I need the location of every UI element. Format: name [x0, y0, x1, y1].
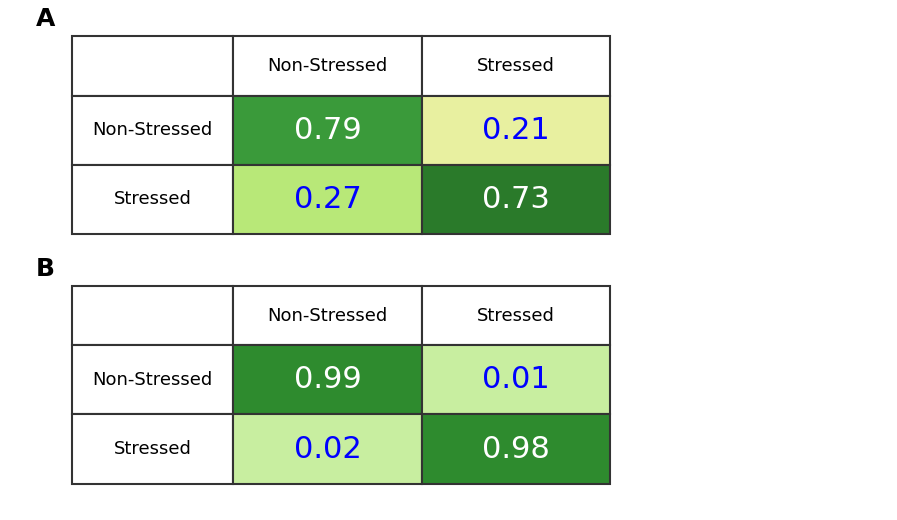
Text: 0.99: 0.99	[293, 366, 361, 394]
Text: Non-Stressed: Non-Stressed	[92, 121, 213, 139]
Bar	[422, 36, 610, 96]
Bar	[72, 414, 233, 484]
Bar	[233, 345, 422, 414]
Text: Stressed: Stressed	[477, 57, 554, 75]
Text: 0.79: 0.79	[293, 116, 361, 145]
Bar	[233, 286, 422, 345]
Text: B: B	[36, 257, 55, 281]
Bar	[72, 36, 233, 96]
Text: Non-Stressed: Non-Stressed	[267, 307, 388, 324]
Bar	[422, 165, 610, 234]
Text: 0.21: 0.21	[482, 116, 550, 145]
Text: 0.01: 0.01	[482, 366, 550, 394]
Text: 0.98: 0.98	[482, 435, 550, 463]
Bar	[422, 286, 610, 345]
Bar	[233, 36, 422, 96]
Bar	[72, 165, 233, 234]
Bar	[72, 96, 233, 165]
Text: 0.73: 0.73	[482, 185, 550, 214]
Bar	[422, 96, 610, 165]
Bar	[72, 286, 233, 345]
Bar	[422, 345, 610, 414]
Bar	[233, 165, 422, 234]
Text: Stressed: Stressed	[477, 307, 554, 324]
Text: Non-Stressed: Non-Stressed	[267, 57, 388, 75]
Text: Stressed: Stressed	[114, 190, 191, 209]
Text: Non-Stressed: Non-Stressed	[92, 371, 213, 389]
Bar	[233, 414, 422, 484]
Bar	[72, 345, 233, 414]
Text: Stressed: Stressed	[114, 440, 191, 458]
Text: 0.27: 0.27	[293, 185, 361, 214]
Bar	[422, 414, 610, 484]
Text: 0.02: 0.02	[293, 435, 361, 463]
Bar	[233, 96, 422, 165]
Text: A: A	[36, 7, 56, 31]
